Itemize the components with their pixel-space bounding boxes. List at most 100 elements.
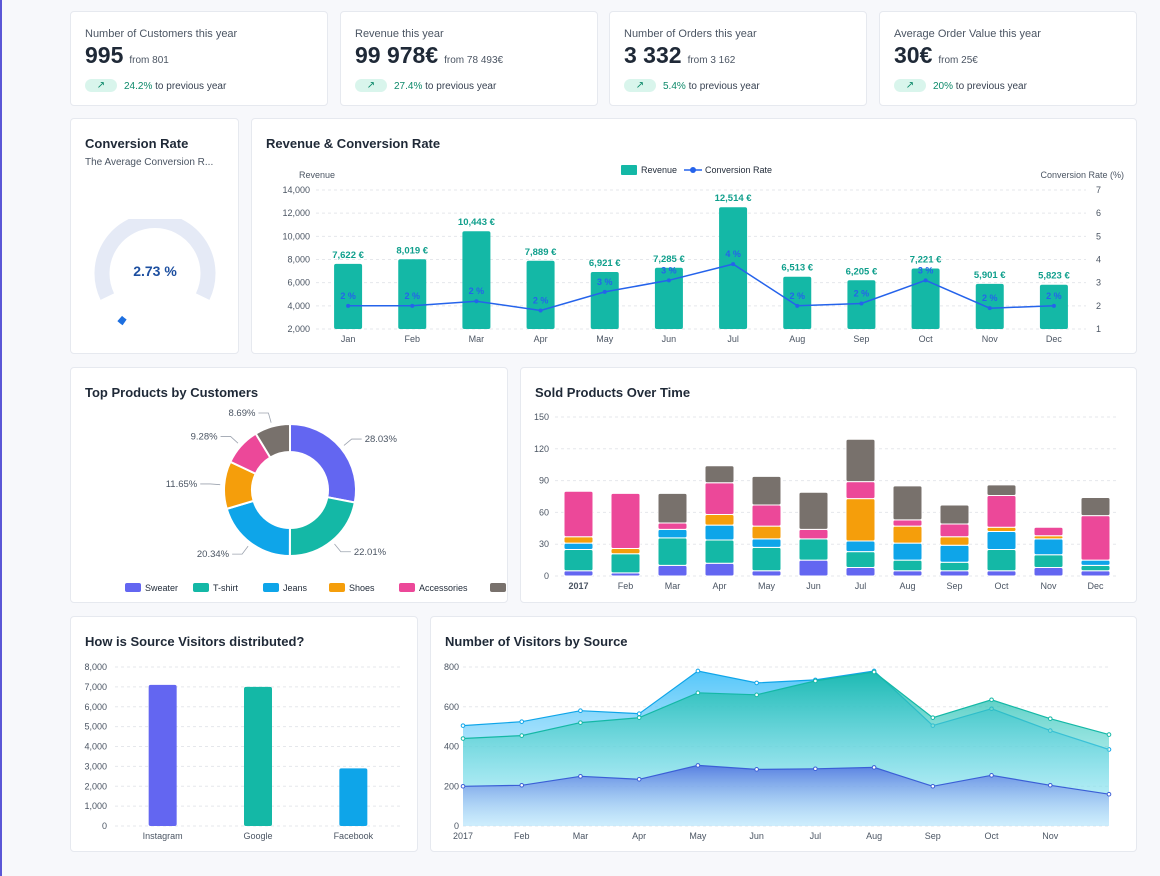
conversion-point — [474, 299, 479, 304]
area-point — [636, 715, 642, 720]
stacked-bar-segment — [704, 465, 735, 484]
area-point — [519, 782, 525, 788]
y-axis-label: Revenue — [299, 170, 335, 180]
stacked-bar-segment — [798, 528, 829, 540]
y2-tick-label: 1 — [1096, 324, 1101, 334]
area-point — [578, 774, 583, 779]
area-point — [695, 668, 701, 674]
stacked-bar-segment — [704, 524, 735, 541]
kpi-label: Revenue this year — [355, 28, 444, 40]
x-tick-label: Nov — [982, 334, 999, 344]
legend-swatch-conversion-dot — [690, 167, 696, 173]
x-tick-label: Sep — [853, 334, 869, 344]
kpi-label: Number of Orders this year — [624, 28, 757, 40]
legend-label-revenue: Revenue — [641, 165, 677, 175]
kpi-from: from 3 162 — [687, 55, 736, 66]
stacked-bar-segment — [986, 484, 1017, 496]
source-bar — [339, 768, 368, 826]
donut-leader-line — [200, 483, 221, 486]
area-point — [871, 669, 877, 675]
stacked-bar-segment — [845, 540, 876, 553]
x-tick-label: Oct — [994, 581, 1009, 591]
kpi-value: 99 978€ from 78 493€ — [355, 42, 504, 68]
revenue-data-label: 7,285 € — [653, 254, 685, 265]
card-title: Top Products by Customers — [85, 385, 259, 400]
stacked-bar-segment — [892, 485, 923, 521]
donut-leader-line — [232, 545, 249, 555]
x-tick-label: Jun — [806, 581, 821, 591]
y-tick-label: 150 — [534, 412, 549, 422]
legend-label: Sweater — [145, 583, 178, 593]
revenue-data-label: 6,205 € — [846, 266, 878, 277]
stacked-bar-segment — [892, 559, 923, 572]
sold-products-chart: 0 30 60 90 120 150 2017 Feb Mar Apr May Jun Jul Aug Se… — [534, 412, 1119, 591]
x-tick-label: Mar — [665, 581, 681, 591]
y-tick-label: 12,000 — [282, 208, 310, 218]
x-tick-label: Instagram — [143, 831, 183, 841]
y-tick-label: 5,000 — [84, 722, 107, 732]
stacked-bar-segment — [563, 570, 594, 577]
area-point — [695, 690, 701, 696]
conversion-data-label: 2 % — [982, 293, 998, 303]
conversion-data-label: 2 % — [533, 295, 549, 305]
y2-tick-label: 2 — [1096, 301, 1101, 311]
area-point — [636, 711, 642, 717]
stacked-bar-segment — [798, 538, 829, 561]
legend-swatch — [125, 583, 141, 592]
kpi-change: 24.2% to previous year — [124, 81, 227, 92]
conversion-gauge: 2.73 % — [94, 219, 216, 326]
stacked-bar-segment — [892, 519, 923, 527]
donut-leader-line — [334, 543, 351, 553]
legend-label-conversion: Conversion Rate — [705, 165, 772, 175]
kpi-card-customers: Number of Customers this year 995 from 80… — [70, 11, 328, 106]
area-fill — [463, 765, 1109, 826]
stacked-bar-segment — [845, 481, 876, 500]
stacked-bar-segment — [798, 491, 829, 530]
conversion-data-label: 2 % — [340, 291, 356, 301]
revenue-data-label: 12,514 € — [715, 193, 753, 204]
donut-leader-line — [220, 436, 239, 444]
kpi-from: from 801 — [129, 55, 169, 66]
x-tick-label: Nov — [1040, 581, 1057, 591]
stacked-bar-segment — [563, 536, 594, 544]
top-products-chart: 28.03% 22.01% 20.34% 11.65% 9.28% 8.69% Sweate… — [125, 408, 506, 593]
x-tick-label: 2017 — [568, 581, 588, 591]
y-tick-label: 90 — [539, 476, 549, 486]
area-point — [460, 723, 466, 728]
donut-leader-line — [258, 412, 272, 423]
stacked-bar-segment — [892, 570, 923, 577]
stacked-bar-segment — [986, 526, 1017, 532]
stacked-bar-segment — [751, 570, 782, 577]
kpi-from: from 25€ — [938, 55, 978, 66]
y-tick-label: 7,000 — [84, 682, 107, 692]
gauge-fill — [117, 315, 127, 326]
area-point — [1047, 716, 1053, 721]
top-products-card: Top Products by Customers 28.03% 22.01% 20… — [70, 367, 508, 603]
source-bar — [148, 684, 177, 826]
conversion-point — [987, 306, 992, 311]
x-tick-label: Google — [243, 831, 272, 841]
y2-tick-label: 7 — [1096, 185, 1101, 195]
stacked-bar-segment — [610, 553, 641, 574]
kpi-label: Average Order Value this year — [894, 28, 1041, 40]
x-tick-label: Mar — [469, 334, 485, 344]
area-point — [989, 697, 994, 703]
conversion-point — [602, 289, 607, 294]
y-tick-label: 14,000 — [282, 185, 310, 195]
stacked-bar-segment — [610, 547, 641, 555]
conversion-data-label: 2 % — [404, 291, 420, 301]
y2-tick-label: 3 — [1096, 278, 1101, 288]
stacked-bar-segment — [892, 542, 923, 561]
revenue-bar — [526, 260, 555, 329]
y-tick-label: 3,000 — [84, 761, 107, 771]
stacked-bar-segment — [1080, 559, 1111, 566]
revenue-bar — [398, 259, 427, 329]
donut-data-label: 20.34% — [197, 549, 230, 560]
x-tick-label: Apr — [534, 334, 548, 344]
x-tick-label: 2017 — [453, 831, 473, 841]
source-visitors-card: How is Source Visitors distributed? 0 1,0… — [70, 616, 418, 852]
area-point — [754, 680, 759, 686]
stacked-bar-segment — [751, 538, 782, 548]
revenue-data-label: 5,823 € — [1038, 271, 1070, 282]
legend-label: Accessories — [419, 583, 468, 593]
